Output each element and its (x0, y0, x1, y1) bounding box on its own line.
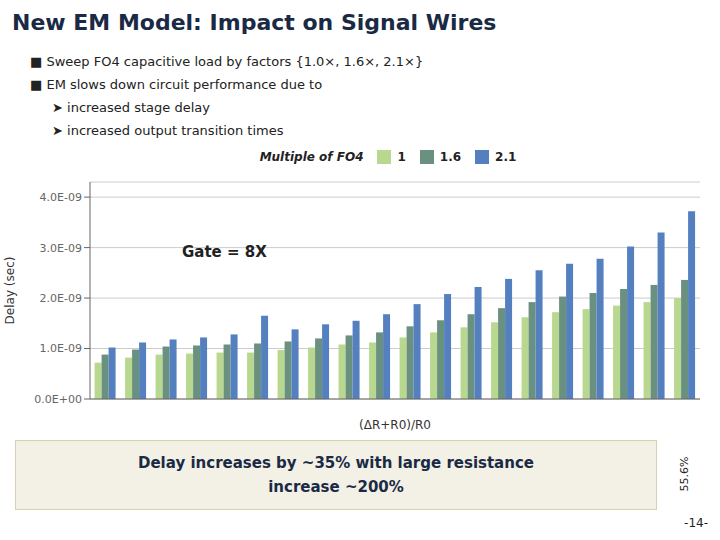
svg-text:Delay (sec): Delay (sec) (8, 257, 17, 325)
html-text:-14-: -14- (684, 516, 708, 530)
html-text:1: 1 (397, 150, 406, 164)
html-text:2.1: 2.1 (495, 150, 517, 164)
svg-text:2.0E-09: 2.0E-09 (40, 292, 82, 305)
svg-text:0.0E+00: 0.0E+00 (34, 393, 82, 406)
svg-text:4.0E-09: 4.0E-09 (40, 191, 82, 204)
html-text:55.6%: 55.6% (678, 456, 691, 492)
svg-text:(ΔR+R0)/R0: (ΔR+R0)/R0 (359, 418, 431, 432)
html-text:Delay increases by ~35% with l: Delay increases by ~35% with large resis… (138, 454, 534, 472)
html-text:1.6: 1.6 (439, 150, 462, 164)
html-text:➤ increased output transition: ➤ increased output transition times (52, 123, 284, 138)
html-text:New EM Model: Impact on Signal: New EM Model: Impact on Signal Wires (12, 10, 497, 35)
html-text:■ Sweep FO4 capacitive load by: ■ Sweep FO4 capacitive load by factors {… (30, 54, 424, 69)
html-text:■ EM slows down circuit perfor: ■ EM slows down circuit performance due … (30, 77, 323, 92)
html-text:increase ~200%: increase ~200% (268, 478, 404, 496)
html-text:Gate = 8X: Gate = 8X (182, 243, 267, 261)
html-text:Multiple of FO4: Multiple of FO4 (259, 150, 364, 164)
svg-text:3.0E-09: 3.0E-09 (40, 242, 82, 255)
html-text:➤ increased stage delay: ➤ increased stage delay (52, 100, 210, 115)
svg-text:1.0E-09: 1.0E-09 (40, 342, 82, 355)
